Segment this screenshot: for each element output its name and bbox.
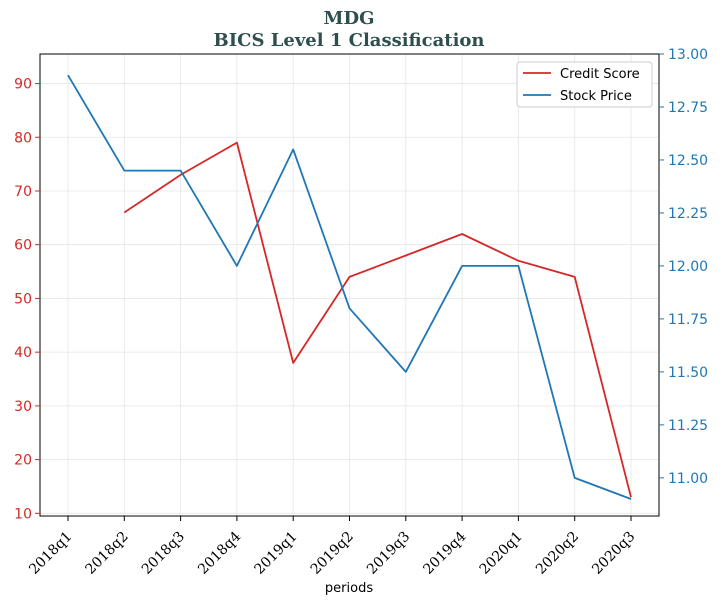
- y-right-tick-label: 11.00: [668, 471, 708, 487]
- y-left-tick-label: 10: [14, 506, 32, 522]
- x-tick-label: 2020q1: [477, 529, 526, 578]
- x-axis-label: periods: [325, 581, 373, 596]
- y-right-tick-label: 12.00: [668, 259, 708, 275]
- y-right-tick-label: 12.25: [668, 206, 708, 222]
- series-layer: [67, 74, 632, 500]
- x-tick-label: 2018q2: [83, 529, 132, 578]
- y-left-tick-label: 20: [14, 453, 32, 469]
- y-right-tick-label: 13.00: [668, 47, 708, 63]
- series-line-credit-score: [123, 141, 632, 498]
- y-left-tick-label: 60: [14, 238, 32, 254]
- legend-label-credit-score: Credit Score: [560, 67, 640, 82]
- y-right-tick-label: 11.50: [668, 365, 708, 381]
- y-left-tick-label: 40: [14, 345, 32, 361]
- chart-title: MDG: [324, 8, 375, 29]
- x-tick-label: 2019q3: [364, 529, 413, 578]
- y-right-tick-label: 12.75: [668, 100, 708, 116]
- ticks: 2018q1 2018q2 2018q3 2018q4 2019q1 2019q2 2019…: [14, 47, 708, 578]
- y-left-tick-label: 80: [14, 130, 32, 146]
- x-tick-label: 2018q1: [26, 529, 75, 578]
- y-left-tick-label: 30: [14, 399, 32, 415]
- x-tick-label: 2020q3: [589, 529, 638, 578]
- legend-label-stock-price: Stock Price: [560, 89, 632, 104]
- y-right-tick-label: 11.75: [668, 312, 708, 328]
- series-line-stock-price: [67, 74, 632, 500]
- x-tick-label: 2018q4: [195, 529, 244, 578]
- y-left-tick-label: 90: [14, 77, 32, 93]
- legend: Credit Score Stock Price: [516, 61, 653, 108]
- x-tick-label: 2018q3: [139, 529, 188, 578]
- x-tick-label: 2019q2: [308, 529, 357, 578]
- x-tick-label: 2020q2: [533, 529, 582, 578]
- y-left-tick-label: 70: [14, 184, 32, 200]
- x-tick-label: 2019q4: [420, 529, 469, 578]
- x-tick-label: 2019q1: [251, 529, 300, 578]
- y-right-tick-label: 11.25: [668, 418, 708, 434]
- y-right-tick-label: 12.50: [668, 153, 708, 169]
- y-left-tick-label: 50: [14, 291, 32, 307]
- chart-subtitle: BICS Level 1 Classification: [213, 30, 484, 51]
